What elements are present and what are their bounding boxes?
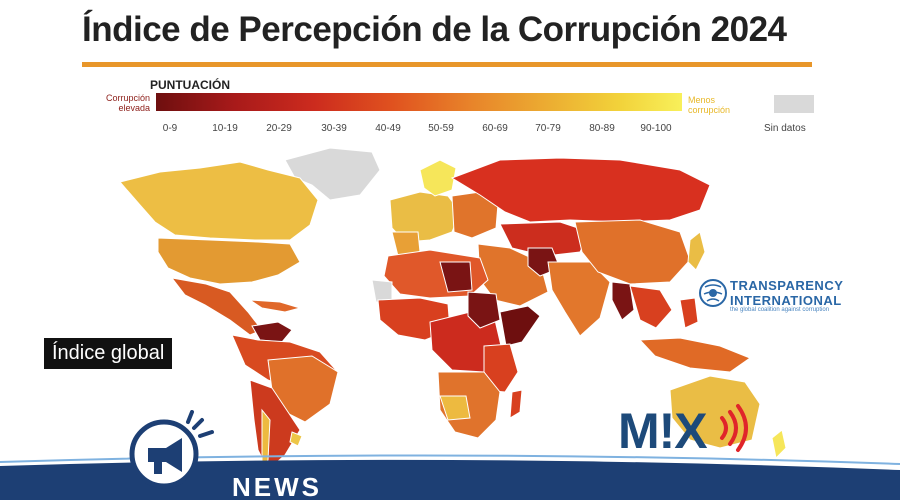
legend-tick: 0-9 [162,123,178,134]
legend-no-data-label: Sin datos [764,123,806,134]
region-madagascar [509,389,523,419]
logo-line3: the global coalition against corruption [730,307,830,313]
region-indonesia [638,337,752,373]
legend-tick: 10-19 [212,123,238,134]
page-title: Índice de Percepción de la Corrupción 20… [82,10,787,49]
region-western-sahara [371,279,393,303]
legend-low-label: Corrupción elevada [96,93,150,113]
region-japan [687,231,706,271]
region-venezuela [251,321,293,343]
transparency-international-globe-icon [699,279,727,307]
legend-tick: 60-69 [482,123,508,134]
legend-tick: 70-79 [535,123,561,134]
legend-tick: 90-100 [640,123,672,134]
legend-no-data-swatch [774,95,814,113]
region-myanmar [611,281,635,321]
legend-color-bar [156,93,682,111]
legend-tick: 30-39 [321,123,347,134]
region-southeast-asia [629,285,673,329]
region-usa [157,237,301,285]
region-sudan-south-sudan [467,291,501,329]
region-canada [119,161,319,241]
region-uruguay [289,431,303,447]
logo-line1: TRANSPARENCY [730,278,844,293]
broadcast-waves-icon [720,404,748,452]
legend-high-label: Menos corrupción [688,95,758,115]
region-caribbean [248,299,302,313]
region-china [574,219,691,285]
region-philippines [679,297,699,329]
title-underline [82,62,812,67]
legend-tick: 80-89 [589,123,615,134]
legend-low-label-line1: Corrupción [105,93,150,103]
region-libya [439,261,473,293]
news-label: NEWS [232,472,322,502]
legend-high-label-line2: corrupción [688,105,731,115]
legend-tick: 50-59 [428,123,454,134]
legend-heading: PUNTUACIÓN [150,78,230,92]
region-mexico-central-america [170,277,263,336]
megaphone-icon [129,410,214,489]
region-new-zealand [771,429,787,460]
region-horn-of-africa [499,305,541,347]
global-index-badge: Índice global [44,338,173,369]
region-russia [450,157,711,223]
region-north-africa [383,249,489,299]
region-chile-uruguay [261,408,271,470]
region-southern-africa [437,371,501,439]
region-central-asia [499,221,591,257]
legend-tick: 40-49 [375,123,401,134]
region-scandinavia [419,159,457,197]
region-botswana-namibia [439,395,471,421]
logo-line2: INTERNATIONAL [730,293,842,308]
legend-low-label-line2: elevada [118,103,150,113]
legend-high-label-line1: Menos [688,95,716,105]
mix-brand-logo: M!X [618,403,708,459]
legend-tick: 20-29 [266,123,292,134]
